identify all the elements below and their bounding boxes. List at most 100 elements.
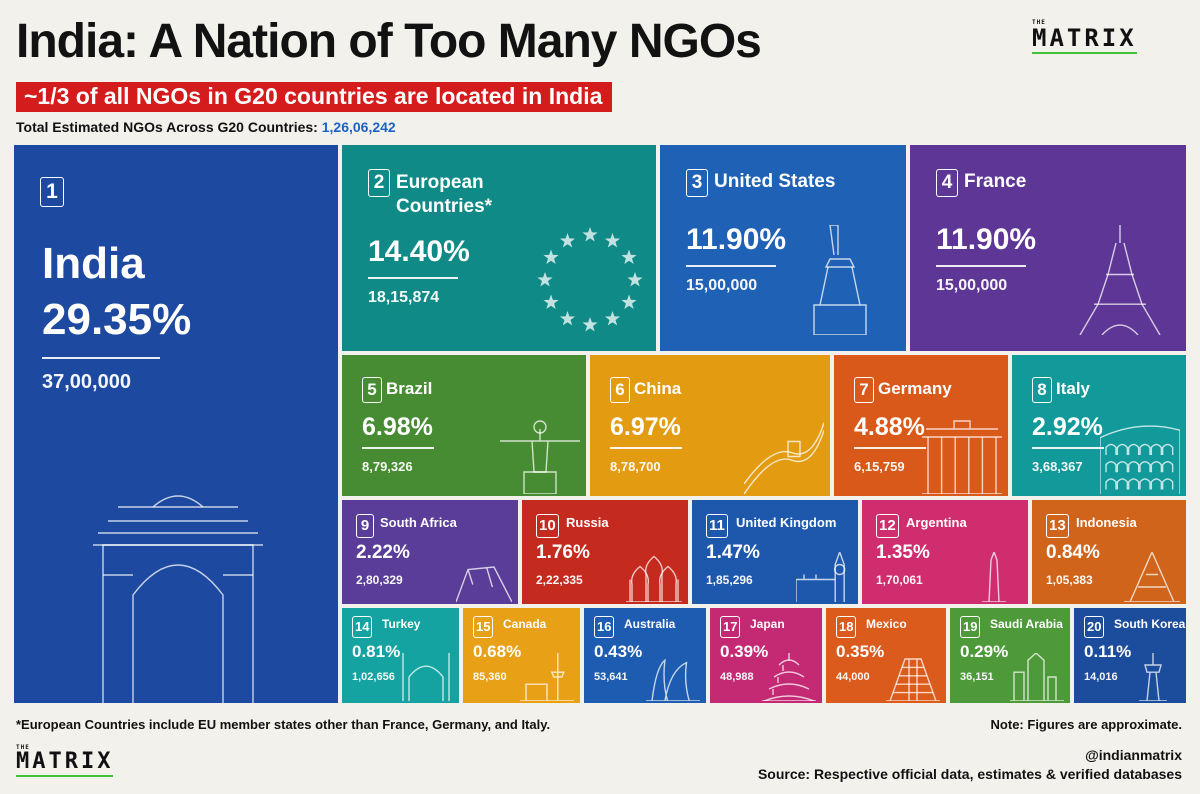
tile-divider <box>42 357 160 359</box>
tile-ngo-count: 36,151 <box>960 671 994 683</box>
colosseum-icon <box>1100 425 1180 494</box>
tile-rank: 15 <box>473 616 494 638</box>
christ-the-redeemer-icon <box>500 420 580 494</box>
tile-rank: 7 <box>854 377 874 403</box>
treemap-tile-turkey: 14 Turkey 0.81% 1,02,656 <box>340 606 461 705</box>
tile-rank: 4 <box>936 169 958 197</box>
tile-share-percent: 6.98% <box>362 413 433 441</box>
tile-rank: 11 <box>706 514 728 538</box>
logo-small-text: THE <box>1032 19 1046 26</box>
tile-rank: 18 <box>836 616 857 638</box>
total-ngos: Total Estimated NGOs Across G20 Countrie… <box>16 119 396 135</box>
tile-ngo-count: 18,15,874 <box>368 289 440 306</box>
tile-rank: 5 <box>362 377 382 403</box>
tile-ngo-count: 8,79,326 <box>362 459 413 474</box>
tile-share-percent: 2.22% <box>356 542 410 563</box>
mosque-icon <box>402 653 450 701</box>
statue-of-liberty-icon <box>813 225 867 335</box>
treemap-tile-indonesia: 13 Indonesia 0.84% 1,05,383 <box>1030 498 1188 606</box>
tile-rank: 17 <box>720 616 741 638</box>
eu-stars-icon <box>537 227 643 332</box>
tile-share-percent: 11.90% <box>936 223 1037 256</box>
tile-country-name: Germany <box>878 379 952 398</box>
treemap-tile-mexico: 18 Mexico 0.35% 44,000 <box>824 606 948 705</box>
great-wall-icon <box>744 422 824 494</box>
tile-rank: 19 <box>960 616 981 638</box>
cn-tower-icon <box>520 653 574 701</box>
treemap-tile-australia: 16 Australia 0.43% 53,641 <box>582 606 708 705</box>
treemap-tile-france: 4 France 11.90% 15,00,000 <box>908 143 1188 353</box>
treemap-tile-japan: 17 Japan 0.39% 48,988 <box>708 606 824 705</box>
page-title: India: A Nation of Too Many NGOs <box>16 15 762 68</box>
tile-share-percent: 0.84% <box>1046 542 1100 563</box>
tile-country-name: Turkey <box>382 617 421 631</box>
pyramid-icon <box>886 658 940 701</box>
approximation-note: Note: Figures are approximate. <box>990 717 1182 732</box>
treemap-tile-argentina: 12 Argentina 1.35% 1,70,061 <box>860 498 1030 606</box>
treemap-tile-european-countries: 2 European Countries* 14.40% 18,15,874 <box>340 143 658 353</box>
logo-small-text: THE <box>16 744 30 751</box>
tile-country-name: Saudi Arabia <box>990 617 1063 631</box>
tile-country-name: Brazil <box>386 379 433 398</box>
tile-country-name: Russia <box>566 515 609 530</box>
tile-country-name: Canada <box>503 617 547 631</box>
tile-rank: 10 <box>536 514 559 538</box>
footnote: *European Countries include EU member st… <box>16 717 551 732</box>
page-subtitle: ~1/3 of all NGOs in G20 countries are lo… <box>16 82 613 112</box>
tile-share-percent: 2.92% <box>1032 413 1103 441</box>
treemap-tile-italy: 8 Italy 2.92% 3,68,367 <box>1010 353 1188 498</box>
tile-country-name: United States <box>714 171 836 192</box>
tile-country-name: France <box>964 171 1027 192</box>
tile-share-percent: 14.40% <box>368 235 470 268</box>
tile-ngo-count: 1,85,296 <box>706 573 753 587</box>
tile-rank: 20 <box>1084 616 1105 638</box>
tile-ngo-count: 3,68,367 <box>1032 459 1083 474</box>
tile-rank: 3 <box>686 169 708 197</box>
tile-share-percent: 1.35% <box>876 542 930 563</box>
tile-ngo-count: 1,05,383 <box>1046 573 1093 587</box>
tile-country-name: India <box>42 239 145 288</box>
treemap-tile-china: 6 China 6.97% 8,78,700 <box>588 353 832 498</box>
matrix-logo: THE MATRIX <box>1032 20 1137 54</box>
tile-share-percent: 1.47% <box>706 542 760 563</box>
treemap-tile-india: 1 India 29.35% 37,00,000 <box>12 143 340 705</box>
tile-ngo-count: 48,988 <box>720 671 754 683</box>
tile-rank: 12 <box>876 514 899 538</box>
tile-ngo-count: 44,000 <box>836 671 870 683</box>
tile-divider <box>1032 447 1104 449</box>
brandenburg-gate-icon <box>922 420 1002 494</box>
tile-ngo-count: 6,15,759 <box>854 459 905 474</box>
tile-divider <box>368 277 458 279</box>
opera-house-icon <box>646 658 700 701</box>
treemap-tile-russia: 10 Russia 1.76% 2,22,335 <box>520 498 690 606</box>
tile-ngo-count: 8,78,700 <box>610 459 661 474</box>
tile-ngo-count: 53,641 <box>594 671 628 683</box>
treemap-tile-germany: 7 Germany 4.88% 6,15,759 <box>832 353 1010 498</box>
tile-ngo-count: 1,70,061 <box>876 573 923 587</box>
treemap-tile-canada: 15 Canada 0.68% 85,360 <box>461 606 582 705</box>
tile-divider <box>362 447 434 449</box>
treemap-tile-saudi-arabia: 19 Saudi Arabia 0.29% 36,151 <box>948 606 1072 705</box>
tile-rank: 16 <box>594 616 615 638</box>
treemap-tile-south-korea: 20 South Korea 0.11% 14,016 <box>1072 606 1188 705</box>
tile-ngo-count: 15,00,000 <box>686 277 758 294</box>
tile-share-percent: 6.97% <box>610 413 681 441</box>
eiffel-tower-icon <box>1079 225 1161 335</box>
india-gate-icon <box>93 495 263 703</box>
total-label: Total Estimated NGOs Across G20 Countrie… <box>16 119 318 135</box>
tile-share-percent: 1.76% <box>536 542 590 563</box>
skyline-icon <box>1010 653 1064 701</box>
logo-underline <box>16 775 114 777</box>
tile-ngo-count: 85,360 <box>473 671 507 683</box>
tile-rank: 14 <box>352 616 373 638</box>
tile-share-percent: 0.81% <box>352 642 401 661</box>
source-line: Source: Respective official data, estima… <box>757 766 1182 782</box>
tile-rank: 1 <box>40 177 64 207</box>
tile-ngo-count: 15,00,000 <box>936 277 1008 294</box>
big-ben-icon <box>796 552 846 602</box>
tile-country-name: European Countries* <box>396 172 493 217</box>
tile-country-name: Japan <box>750 617 785 631</box>
tile-rank: 2 <box>368 169 390 197</box>
tile-ngo-count: 37,00,000 <box>42 371 131 393</box>
logo-underline <box>1032 52 1137 54</box>
